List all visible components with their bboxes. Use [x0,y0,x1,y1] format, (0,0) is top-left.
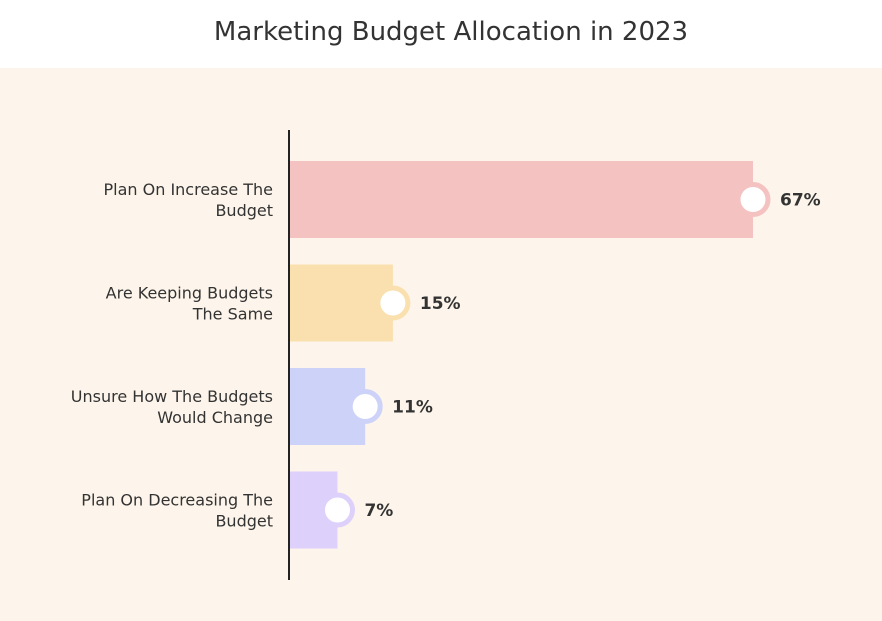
category-label-line: The Same [192,305,273,324]
category-label-3: Unsure How The Budgets Would Change [71,387,273,427]
category-label-line: Budget [215,512,273,531]
value-label-2: 15% [420,294,461,314]
category-label-line: Are Keeping Budgets [106,284,273,303]
plot-background [0,68,882,621]
bars-layer: 67% Plan On Increase The Budget 15% Are Keep… [71,161,821,549]
bar-end-marker-3 [347,389,383,424]
bar-end-marker-1 [735,182,771,217]
chart-title: Marketing Budget Allocation in 2023 [214,17,688,47]
category-label-line: Budget [215,201,273,220]
category-label-line: Unsure How The Budgets [71,387,273,406]
category-label-line: Plan On Increase The [104,180,274,199]
category-label-2: Are Keeping Budgets The Same [106,284,273,324]
value-label-3: 11% [392,398,433,418]
bar-end-marker-2 [375,285,411,321]
value-label-1: 67% [780,191,821,211]
bar-1 [289,161,753,238]
category-label-line: Plan On Decreasing The [81,491,273,510]
category-label-line: Would Change [157,408,273,427]
category-label-1: Plan On Increase The Budget [104,180,274,220]
category-label-4: Plan On Decreasing The Budget [81,491,273,531]
bar-end-marker-4 [319,492,355,528]
value-label-4: 7% [364,501,393,521]
